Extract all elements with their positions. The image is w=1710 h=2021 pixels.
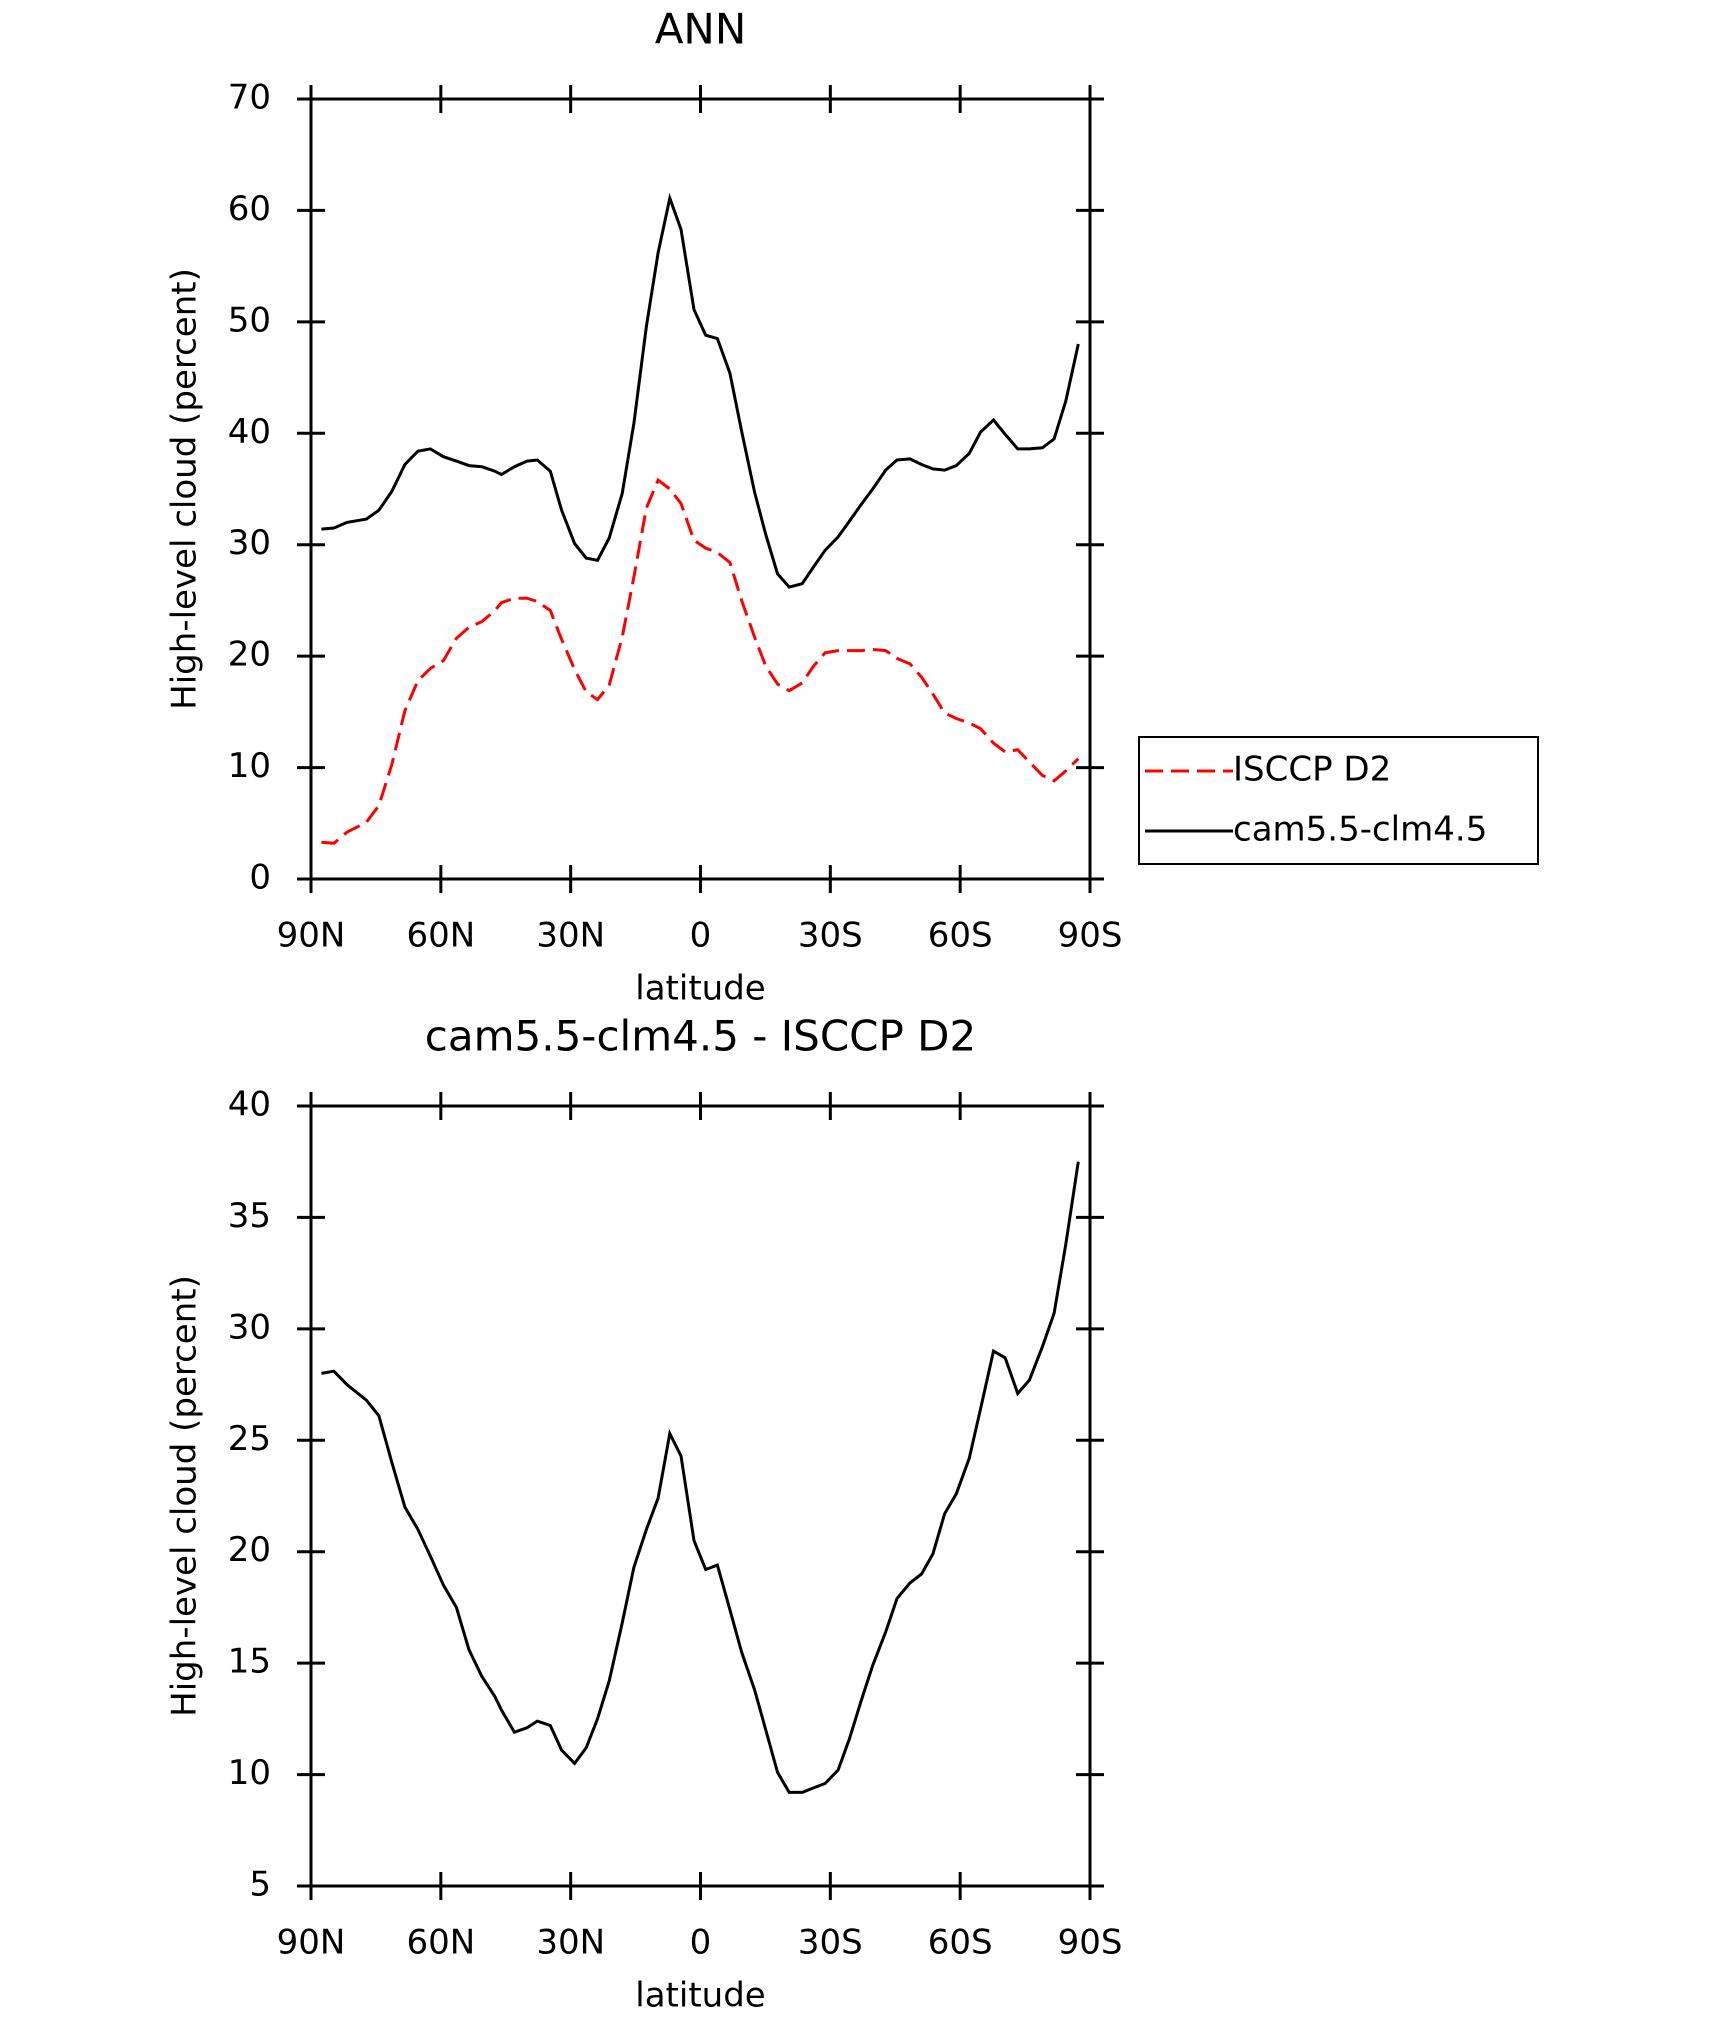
data-line: [321, 477, 1080, 845]
y-tick-label: 20: [228, 1530, 271, 1570]
x-tick-label: 90N: [277, 1923, 346, 1963]
x-tick-label: 90N: [277, 916, 346, 956]
y-tick-label: 40: [228, 1085, 271, 1125]
y-tick-label: 50: [228, 300, 271, 340]
x-tick-label: 30N: [536, 916, 605, 956]
y-tick-label: 35: [228, 1196, 271, 1236]
x-tick-label: 60S: [928, 1923, 993, 1963]
legend-label: ISCCP D2: [1233, 750, 1391, 790]
y-tick-label: 10: [228, 746, 271, 786]
y-tick-label: 70: [228, 78, 271, 118]
x-tick-label: 30S: [798, 916, 863, 956]
y-tick-label: 0: [249, 858, 271, 898]
y-tick-label: 20: [228, 635, 271, 675]
x-tick-label: 30S: [798, 1923, 863, 1963]
y-tick-label: 25: [228, 1419, 271, 1459]
x-tick-label: 90S: [1058, 916, 1123, 956]
x-tick-label: 60N: [406, 1923, 475, 1963]
plot-frame: [309, 1104, 1092, 1888]
legend-label: cam5.5-clm4.5: [1233, 810, 1487, 850]
x-tick-label: 60S: [928, 916, 993, 956]
data-line: [321, 1161, 1080, 1794]
x-tick-label: 90S: [1058, 1923, 1123, 1963]
y-tick-label: 30: [228, 1307, 271, 1347]
y-tick-label: 60: [228, 189, 271, 229]
y-tick-label: 5: [249, 1865, 271, 1905]
y-tick-label: 30: [228, 523, 271, 563]
x-tick-label: 0: [690, 916, 712, 956]
legend-box: [1138, 736, 1539, 865]
y-tick-label: 40: [228, 412, 271, 452]
y-tick-label: 15: [228, 1642, 271, 1682]
x-tick-label: 0: [690, 1923, 712, 1963]
chart-title: cam5.5-clm4.5 - ISCCP D2: [425, 1012, 976, 1061]
x-tick-label: 30N: [536, 1923, 605, 1963]
x-axis-label: latitude: [635, 969, 765, 1009]
data-line: [321, 192, 1080, 589]
chart-title: ANN: [655, 5, 747, 54]
y-axis-label: High-level cloud (percent): [165, 268, 205, 710]
x-tick-label: 60N: [406, 916, 475, 956]
plot-frame: [309, 97, 1092, 881]
x-axis-label: latitude: [635, 1976, 765, 2016]
y-axis-label: High-level cloud (percent): [165, 1275, 205, 1717]
y-tick-label: 10: [228, 1753, 271, 1793]
legend: [1138, 736, 1539, 865]
